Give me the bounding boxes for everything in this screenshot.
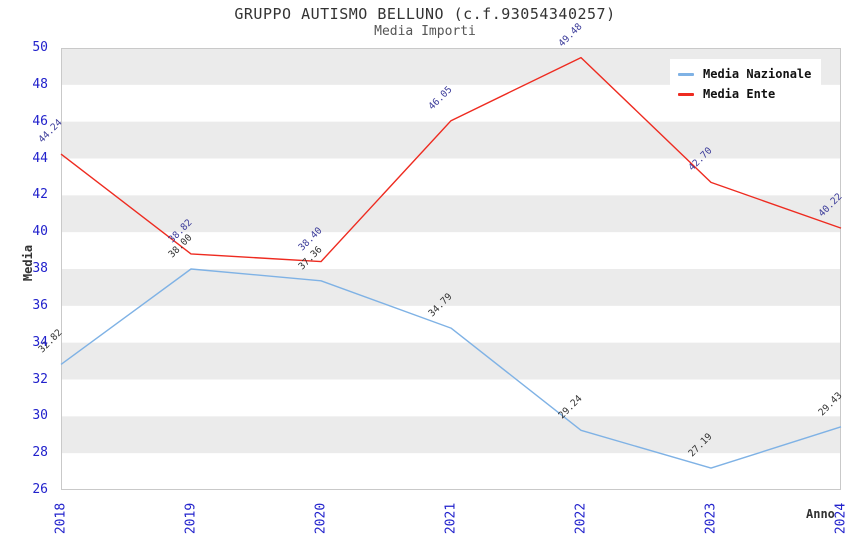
y-tick-label: 38: [32, 261, 48, 276]
series-line-media-nazionale: [60, 268, 842, 469]
x-tick-label: 2020: [313, 502, 329, 535]
grid-band: [61, 416, 841, 454]
x-tick-label: 2019: [183, 502, 199, 535]
legend-item-media-ente: Media Ente: [678, 84, 811, 104]
plot-border: [61, 48, 841, 490]
y-tick-label: 50: [32, 40, 48, 55]
series-line-media-ente: [60, 56, 842, 263]
legend: Media Nazionale Media Ente: [670, 59, 822, 109]
x-tick-label: 2024: [833, 502, 849, 535]
chart-canvas: [60, 48, 842, 490]
grid-band: [61, 195, 841, 233]
y-tick-label: 42: [32, 187, 48, 203]
x-tick-label: 2021: [443, 502, 459, 535]
y-tick-label: 28: [32, 445, 48, 461]
legend-item-media-nazionale: Media Nazionale: [678, 64, 811, 84]
legend-line-icon: [678, 92, 694, 96]
legend-line-icon: [678, 72, 694, 76]
y-tick-label: 36: [32, 297, 48, 313]
plot-area: 32.82 38.00 37.36 34.79 29.24 27.19 29.43 44.24…: [37, 21, 845, 490]
grid-band: [61, 342, 841, 380]
y-tick-label: 26: [32, 482, 48, 497]
chart-title: GRUPPO AUTISMO BELLUNO (c.f.93054340257): [234, 5, 616, 23]
legend-label: Media Nazionale: [703, 67, 812, 81]
x-tick-label: 2022: [573, 502, 589, 535]
y-tick-label: 44: [32, 150, 48, 166]
y-tick-label: 32: [32, 371, 48, 387]
y-tick-label: 46: [32, 113, 48, 129]
grid-band: [61, 121, 841, 159]
y-tick-label: 34: [32, 334, 48, 350]
y-tick-label: 48: [32, 76, 48, 92]
x-tick-label: 2023: [703, 502, 719, 535]
chart-subtitle: Media Importi: [374, 24, 476, 39]
x-axis-title: Anno: [806, 507, 835, 521]
y-tick-label: 30: [32, 408, 48, 424]
legend-label: Media Ente: [703, 87, 776, 101]
grid-band: [61, 269, 841, 306]
x-tick-label: 2018: [53, 502, 69, 535]
y-tick-label: 40: [32, 224, 48, 240]
